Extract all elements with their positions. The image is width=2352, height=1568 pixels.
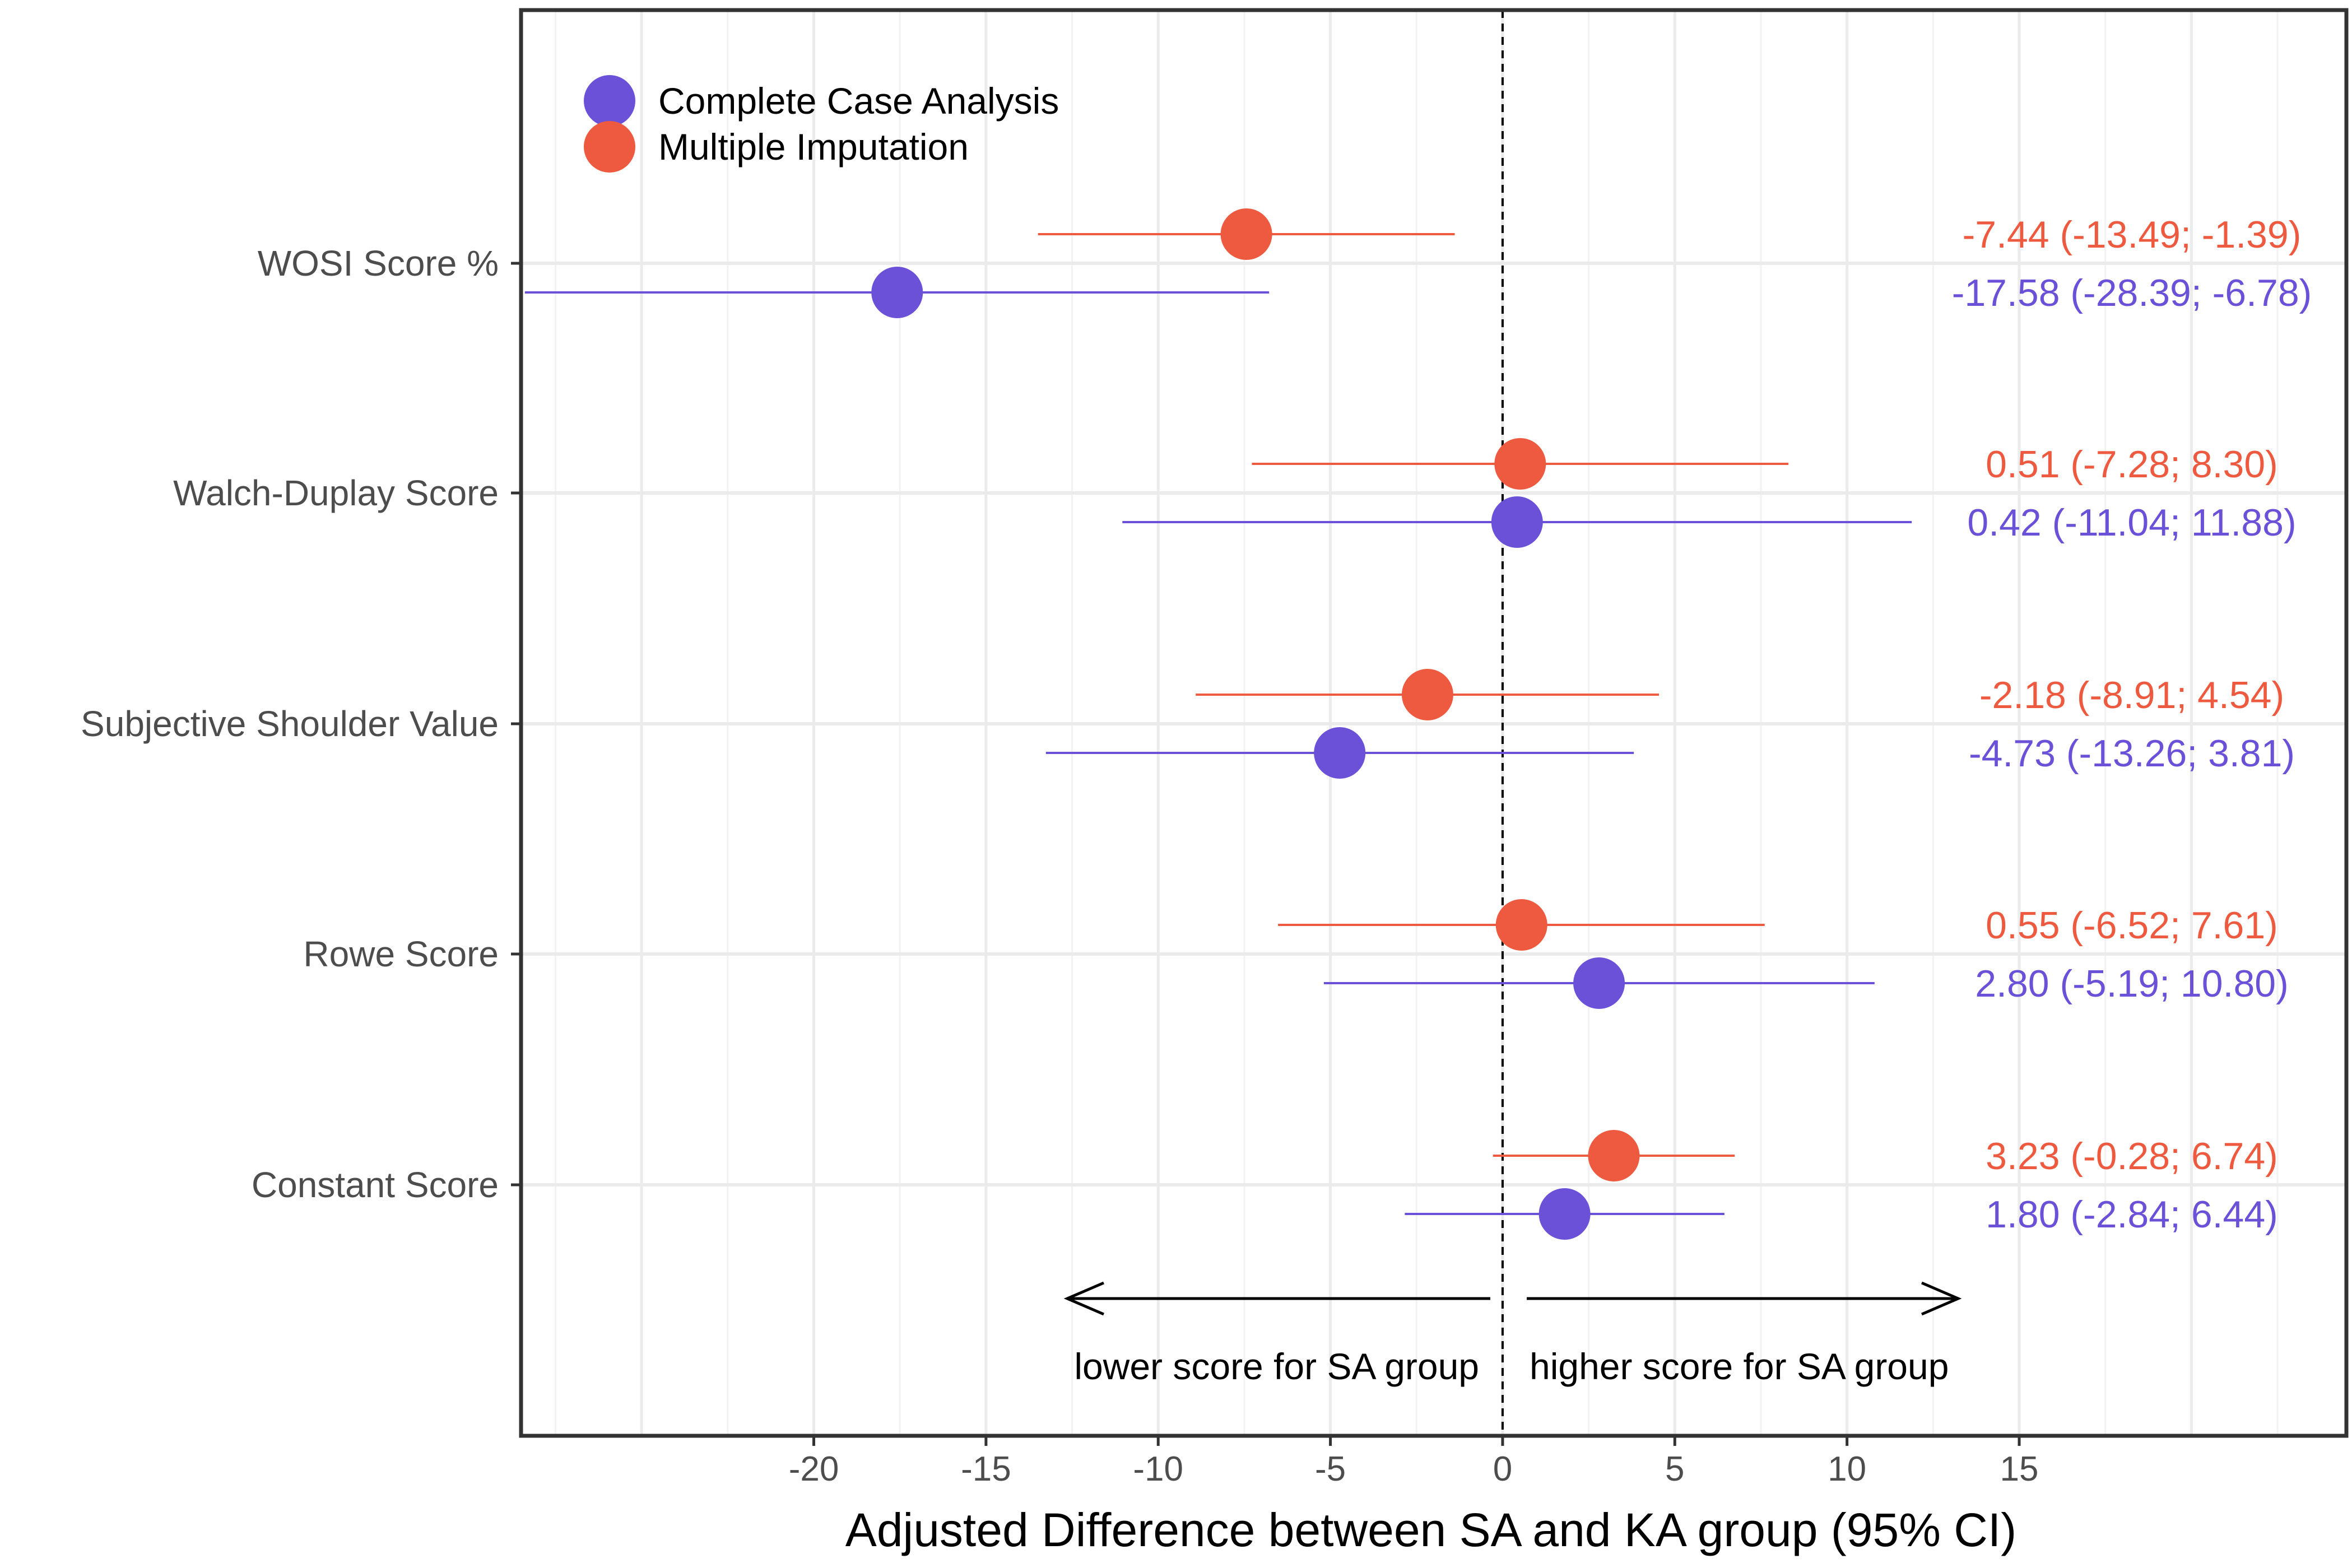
legend: Complete Case Analysis Multiple Imputati… (584, 75, 1059, 173)
point-complete-case-analysis-walch-duplay-score (1491, 496, 1543, 548)
point-multiple-imputation-subjective-shoulder-value (1401, 669, 1453, 720)
x-axis-tick-labels: -20 -15 -10 -5 0 5 10 15 (789, 1450, 2039, 1488)
estimate-label-complete-case-analysis-constant-score: 1.80 (-2.84; 6.44) (1986, 1193, 2278, 1236)
legend-label-complete-case: Complete Case Analysis (658, 80, 1059, 122)
point-complete-case-analysis-rowe-score (1573, 957, 1625, 1009)
point-multiple-imputation-constant-score (1588, 1130, 1640, 1181)
y-label-wosi-score: WOSI Score % (258, 243, 499, 283)
x-axis-title: Adjusted Difference between SA and KA gr… (845, 1504, 2016, 1556)
estimate-label-multiple-imputation-rowe-score: 0.55 (-6.52; 7.61) (1986, 904, 2278, 947)
estimate-label-complete-case-analysis-wosi-score: -17.58 (-28.39; -6.78) (1952, 272, 2312, 314)
x-tick-label: 5 (1665, 1450, 1684, 1488)
data-marks (524, 208, 1912, 1240)
x-tick-label: 15 (2000, 1450, 2039, 1488)
panel-border (519, 8, 2349, 1438)
y-label-walch-duplay-score: Walch-Duplay Score (173, 473, 499, 513)
x-tick-label: -20 (789, 1450, 839, 1488)
estimate-label-multiple-imputation-constant-score: 3.23 (-0.28; 6.74) (1986, 1135, 2278, 1178)
y-label-subjective-shoulder-value: Subjective Shoulder Value (81, 704, 499, 744)
estimate-label-complete-case-analysis-rowe-score: 2.80 (-5.19; 10.80) (1975, 962, 2288, 1005)
right-arrow-head (1921, 1281, 1962, 1316)
x-tick-label: 0 (1493, 1450, 1512, 1488)
left-arrow-head (1063, 1281, 1104, 1316)
right-arrow-label: higher score for SA group (1530, 1346, 1949, 1387)
y-label-constant-score: Constant Score (252, 1165, 499, 1205)
point-complete-case-analysis-constant-score (1538, 1188, 1591, 1240)
direction-arrows: lower score for SA group higher score fo… (1063, 1281, 1962, 1387)
estimate-label-multiple-imputation-wosi-score: -7.44 (-13.49; -1.39) (1963, 213, 2302, 256)
y-axis-labels: WOSI Score % Walch-Duplay Score Subjective… (81, 243, 499, 1205)
legend-marker-complete-case (584, 75, 635, 127)
estimate-label-complete-case-analysis-walch-duplay-score: 0.42 (-11.04; 11.88) (1967, 501, 2296, 544)
point-multiple-imputation-rowe-score (1495, 899, 1547, 951)
point-complete-case-analysis-wosi-score (871, 267, 923, 318)
estimate-labels: -7.44 (-13.49; -1.39) 0.51 (-7.28; 8.30) -… (1952, 213, 2312, 1236)
estimate-label-multiple-imputation-walch-duplay-score: 0.51 (-7.28; 8.30) (1986, 443, 2278, 486)
point-multiple-imputation-walch-duplay-score (1494, 438, 1546, 490)
x-tick-label: -10 (1133, 1450, 1183, 1488)
point-complete-case-analysis-subjective-shoulder-value (1314, 727, 1366, 779)
legend-marker-multiple-imputation (584, 121, 635, 173)
legend-label-multiple-imputation: Multiple Imputation (658, 126, 969, 167)
estimate-label-complete-case-analysis-subjective-shoulder-value: -4.73 (-13.26; 3.81) (1969, 732, 2295, 775)
estimate-label-multiple-imputation-subjective-shoulder-value: -2.18 (-8.91; 4.54) (1979, 674, 2284, 716)
major-gridlines (521, 10, 2346, 1436)
x-tick-label: -15 (961, 1450, 1011, 1488)
x-tick-label: -5 (1315, 1450, 1346, 1488)
x-tick-label: 10 (1828, 1450, 1866, 1488)
point-multiple-imputation-wosi-score (1220, 208, 1272, 260)
left-arrow-label: lower score for SA group (1074, 1346, 1479, 1387)
y-label-rowe-score: Rowe Score (303, 934, 499, 974)
